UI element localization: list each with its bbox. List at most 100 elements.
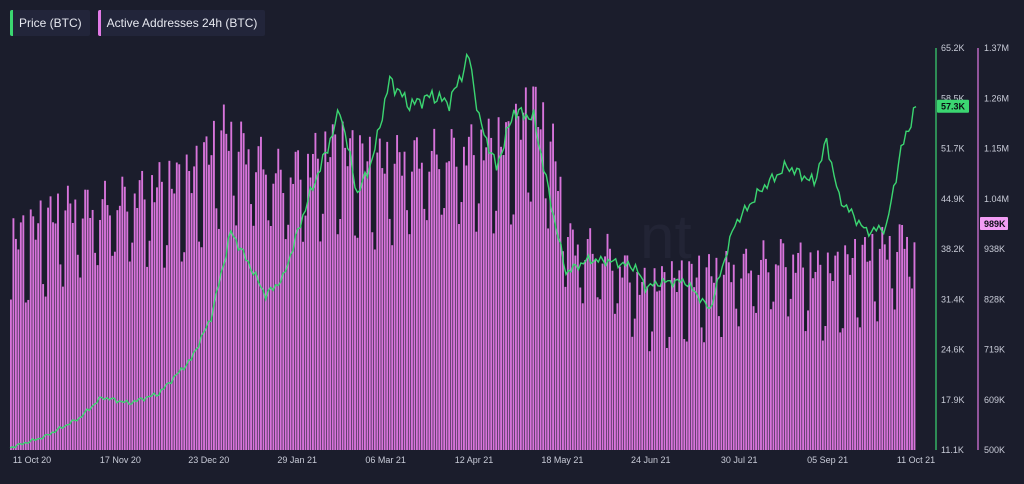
date-tick-label: 11 Oct 20 [13, 455, 51, 465]
address-bar [128, 261, 131, 450]
address-bar [700, 327, 703, 450]
address-bar [906, 236, 908, 450]
address-bar [554, 161, 557, 450]
address-bar [621, 277, 624, 450]
address-bar [344, 147, 347, 450]
address-bar [846, 254, 849, 450]
address-bar [472, 155, 475, 450]
address-bar [537, 127, 540, 451]
address-bar [403, 151, 406, 450]
address-bar [57, 193, 59, 450]
price-tick-label: 44.9K [941, 194, 965, 204]
address-bar [839, 332, 842, 450]
address-bar [445, 162, 448, 451]
address-bar [665, 347, 668, 450]
address-bar [297, 150, 300, 451]
address-bar [500, 146, 503, 450]
address-bar [250, 204, 252, 450]
address-bar [435, 154, 438, 451]
address-bar [312, 153, 314, 450]
address-bar [156, 187, 158, 450]
address-bar [737, 326, 740, 450]
address-bar [247, 149, 250, 450]
address-bar [566, 237, 569, 450]
address-bar [361, 143, 364, 450]
address-bar [430, 150, 433, 450]
address-bar [482, 160, 485, 450]
address-bar [564, 286, 567, 450]
address-bar [643, 267, 646, 450]
address-bar [495, 210, 498, 450]
address-bar [747, 273, 750, 450]
address-bar [571, 229, 574, 450]
address-bar [908, 276, 911, 450]
address-bar [208, 164, 210, 451]
address-bar [89, 217, 92, 450]
address-bar [732, 264, 735, 450]
address-bar [321, 213, 324, 450]
address-bar [227, 150, 230, 450]
address-bar [668, 336, 671, 450]
address-bar [373, 249, 376, 450]
address-bar [316, 158, 319, 450]
address-bar [735, 308, 738, 450]
address-bar [141, 170, 144, 450]
address-bar [539, 129, 542, 450]
address-bar [653, 268, 656, 450]
address-bar [816, 250, 819, 450]
address-bar [871, 233, 874, 450]
date-axis-ticks: 11 Oct 20 17 Nov 20 23 Dec 20 29 Jan 21 06 M… [13, 455, 935, 465]
address-bar [200, 247, 203, 450]
address-bar [762, 240, 765, 450]
watermark: nt [640, 203, 692, 272]
address-bar [695, 277, 698, 450]
address-bar [767, 272, 770, 450]
address-bar [717, 316, 720, 450]
address-bar [19, 222, 22, 450]
address-bar [569, 223, 572, 450]
address-bar [866, 261, 869, 450]
address-bar [792, 254, 795, 450]
address-bar [720, 336, 723, 450]
address-bar [584, 260, 587, 450]
legend-item-active-addresses[interactable]: Active Addresses 24h (BTC) [97, 10, 266, 36]
date-tick-label: 30 Jul 21 [721, 455, 758, 465]
last-value-badges: 57.3K 989K [937, 99, 1008, 230]
address-bar [195, 145, 198, 450]
address-bar [225, 133, 228, 450]
legend-item-price[interactable]: Price (BTC) [10, 10, 90, 36]
address-bar [339, 218, 342, 450]
price-tick-label: 58.5K [941, 93, 965, 103]
address-bar [143, 199, 146, 450]
address-bar [74, 199, 77, 450]
price-tick-label: 11.1K [941, 445, 964, 455]
address-bar [812, 278, 814, 450]
address-bar [532, 86, 535, 451]
address-bar [111, 255, 114, 450]
address-bar [581, 303, 584, 450]
address-bar [772, 301, 775, 450]
address-bar [86, 189, 89, 450]
address-bar [831, 281, 834, 450]
address-bar [94, 252, 97, 450]
address-bar [440, 214, 443, 450]
address-bar [864, 237, 866, 450]
address-bar [415, 137, 418, 450]
address-bar [861, 244, 864, 450]
address-bar [829, 273, 832, 450]
address-bar [351, 130, 354, 450]
address-bar [609, 248, 611, 450]
address-bar [354, 235, 356, 450]
address-bar [386, 141, 389, 450]
address-bar [423, 208, 426, 450]
address-bar [307, 153, 309, 450]
address-bar [463, 146, 465, 451]
address-bar [604, 256, 606, 450]
address-bar [636, 271, 639, 450]
address-bar [460, 202, 463, 450]
address-bar [334, 134, 337, 450]
address-bar [289, 177, 292, 450]
address-bar [396, 135, 399, 451]
address-bar [84, 189, 87, 450]
